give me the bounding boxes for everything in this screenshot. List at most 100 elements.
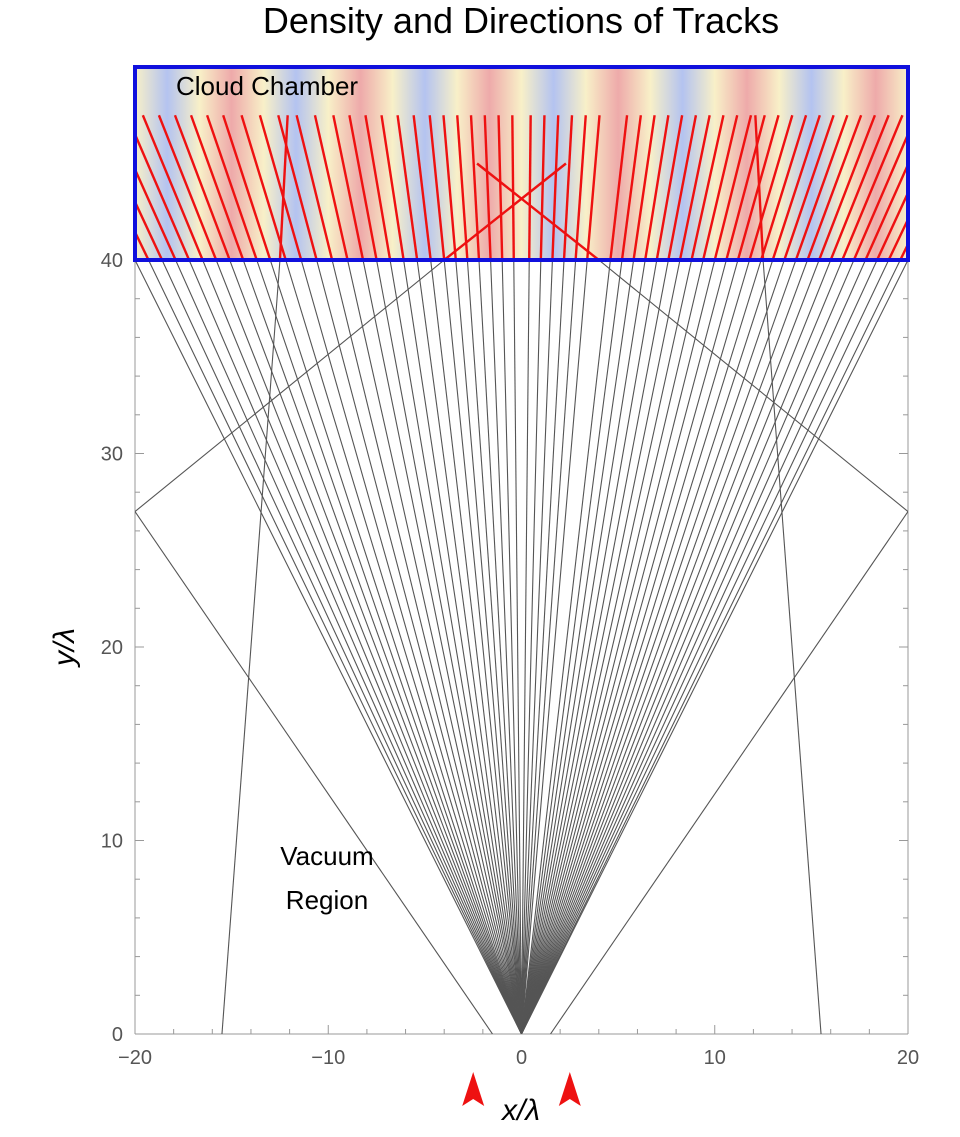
vacuum-track [521, 260, 878, 1034]
chamber-track [562, 115, 574, 260]
vacuum-track [521, 260, 890, 1034]
vacuum-track [520, 260, 843, 1034]
chamber-track [135, 131, 191, 260]
vacuum-track [202, 260, 523, 1034]
chamber-track [222, 114, 272, 260]
chamber-track [258, 114, 303, 260]
chamber-track [428, 115, 446, 260]
vacuum-track [521, 260, 908, 1034]
chamber-track [497, 115, 504, 260]
chamber-track [173, 114, 231, 260]
vacuum-track [520, 260, 530, 1034]
y-tick-label: 30 [101, 444, 123, 466]
vacuum-track [362, 260, 523, 1034]
vacuum-track [520, 260, 658, 1034]
vacuum-track [520, 260, 693, 1034]
vacuum-track [188, 260, 523, 1034]
vacuum-track [520, 260, 588, 1034]
chamber-track [313, 114, 349, 260]
vacuum-track [376, 260, 523, 1034]
vacuum-track [520, 260, 866, 1034]
vacuum-track [466, 260, 523, 1034]
chamber-track [135, 257, 137, 260]
chamber-track [469, 115, 481, 260]
vacuum-track [347, 260, 523, 1034]
vacuum-track [242, 260, 523, 1034]
vacuum-track [520, 260, 704, 1034]
chamber-track [456, 115, 469, 260]
vacuum-track [550, 511, 908, 1034]
vacuum-track [135, 260, 445, 512]
vacuum-track [520, 260, 623, 1034]
y-tick-label: 40 [101, 250, 123, 272]
chamber-track [476, 162, 600, 260]
vacuum-track [598, 260, 908, 512]
chamber-track [829, 114, 890, 260]
chamber-track [443, 162, 567, 260]
vacuum-track [161, 260, 522, 1034]
vacuum-track [501, 260, 523, 1034]
chamber-track [667, 115, 698, 260]
vacuum-track [513, 260, 523, 1034]
chamber-track [442, 115, 457, 260]
vacuum-track [520, 260, 669, 1034]
chamber-track [277, 114, 318, 260]
vacuum-track [520, 260, 739, 1034]
vacuum-track [221, 260, 281, 1034]
chamber-track [332, 115, 365, 260]
vacuum-track [215, 260, 523, 1034]
chamber-track [771, 114, 821, 260]
chamber-track [806, 114, 863, 260]
vacuum-track [520, 260, 646, 1034]
chamber-track [794, 114, 849, 260]
vacuum-track [520, 260, 681, 1034]
vacuum-track [300, 260, 523, 1034]
chamber-track [240, 114, 287, 260]
chamber-track [539, 115, 546, 260]
vacuum-track [520, 260, 832, 1034]
chamber-track [278, 115, 289, 260]
chamber-track [748, 114, 794, 260]
source-marker [462, 1072, 485, 1106]
vacuum-track [490, 260, 523, 1034]
vacuum-track [478, 260, 523, 1034]
vacuum-track [285, 260, 523, 1034]
chamber-track [841, 114, 904, 260]
source-markers [462, 1072, 581, 1106]
vacuum-track [148, 260, 522, 1034]
chamber-track [887, 216, 908, 260]
chamber-track [189, 114, 245, 260]
chamber-track [396, 115, 419, 260]
vacuum-track [762, 260, 822, 1034]
x-tick-label: 20 [897, 1047, 919, 1069]
chamber-track [483, 115, 492, 260]
chamber-track [690, 114, 725, 260]
vacuum-track [416, 260, 523, 1034]
chamber-track [551, 115, 560, 260]
vacuum-region-label-line2: Region [286, 885, 368, 915]
chamber-track [864, 161, 908, 260]
x-tick-label: 10 [704, 1047, 726, 1069]
vacuum-track [520, 260, 820, 1034]
chamber-track [643, 115, 670, 260]
vacuum-track [520, 260, 716, 1034]
chamber-track [906, 257, 908, 260]
y-tick-label: 10 [101, 831, 123, 853]
chamber-track [678, 115, 711, 260]
chamber-track [205, 114, 258, 260]
chamber-track [412, 115, 432, 260]
chamber-track [754, 115, 765, 260]
vacuum-region-label-line1: Vacuum [280, 841, 373, 871]
vacuum-track [135, 511, 493, 1034]
axis-ticks [134, 259, 909, 1035]
chamber-track [157, 114, 218, 260]
y-tick-label: 20 [101, 637, 123, 659]
vacuum-track [455, 260, 523, 1034]
vacuum-track [520, 260, 611, 1034]
vacuum-track [520, 260, 785, 1034]
vacuum-track [520, 260, 751, 1034]
vacuum-track [403, 260, 523, 1034]
vacuum-track [430, 260, 523, 1034]
y-axis-label: y/λ [48, 628, 81, 668]
chamber-track [135, 199, 164, 260]
